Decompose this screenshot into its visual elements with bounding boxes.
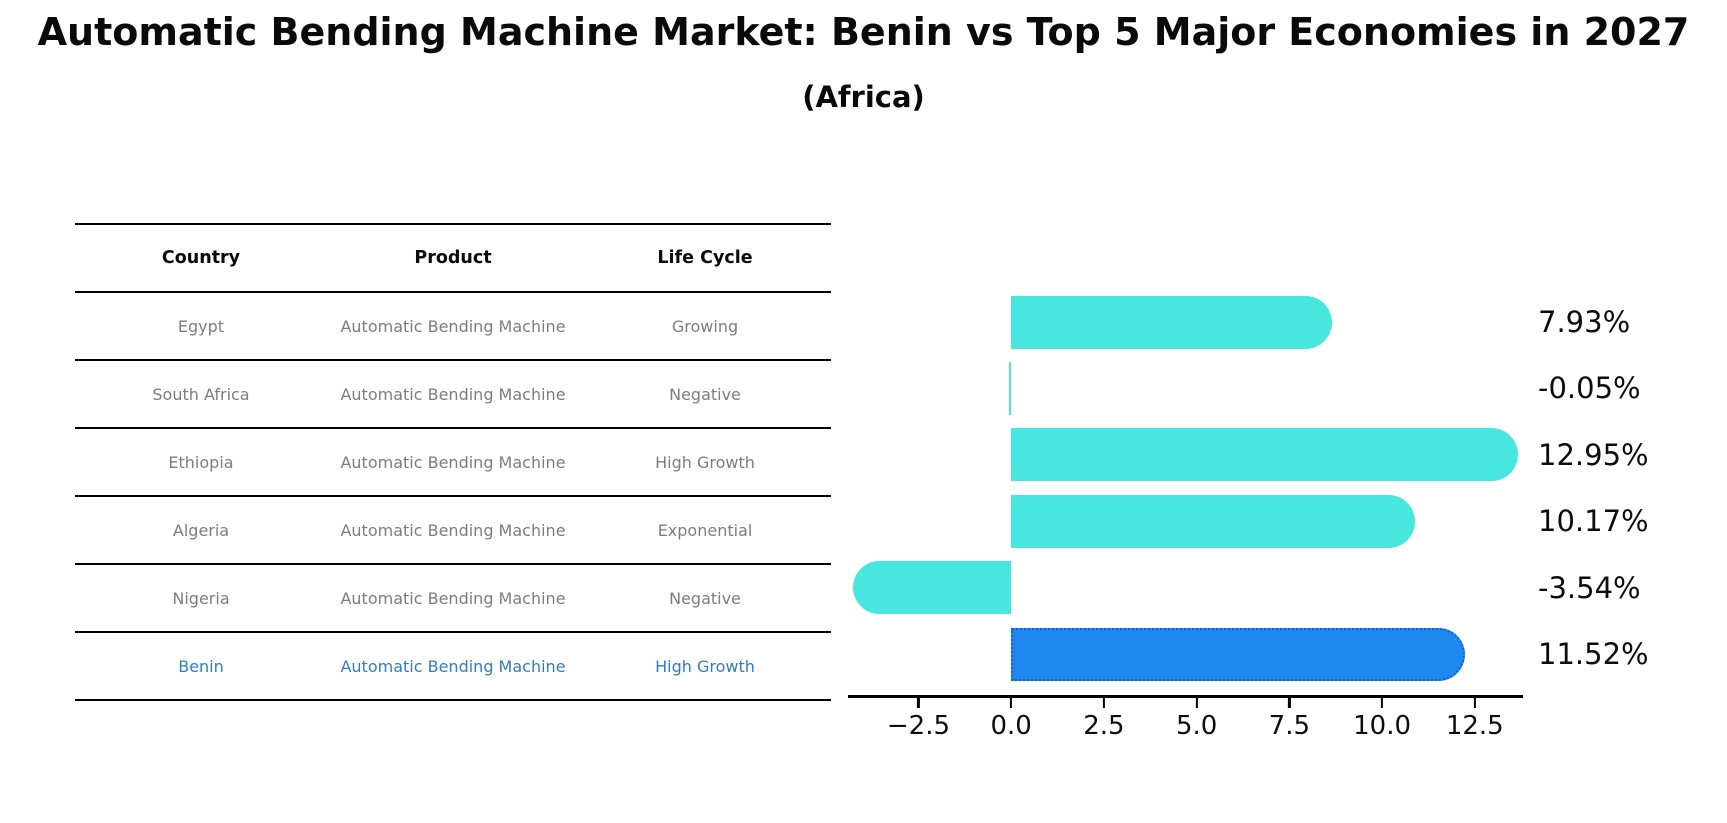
- x-tick-label: 7.5: [1268, 711, 1311, 741]
- cell-product: Automatic Bending Machine: [340, 316, 566, 336]
- cell-life-cycle: Negative: [669, 588, 741, 608]
- value-label-algeria: 10.17%: [1538, 504, 1649, 539]
- cell-country: South Africa: [152, 384, 250, 404]
- value-label-south-africa: -0.05%: [1538, 371, 1641, 406]
- bar-nigeria: [853, 561, 1012, 615]
- table-row: Nigeria Automatic Bending Machine Negative: [75, 565, 831, 633]
- table-row: Ethiopia Automatic Bending Machine High Gr…: [75, 429, 831, 497]
- x-tick-label: 2.5: [1083, 711, 1125, 741]
- cell-product: Automatic Bending Machine: [340, 384, 566, 404]
- table-body: Egypt Automatic Bending Machine Growing Sou…: [75, 293, 831, 701]
- page-title: Automatic Bending Machine Market: Benin …: [37, 10, 1690, 54]
- x-tick-mark: [1380, 697, 1384, 708]
- cell-product: Automatic Bending Machine: [340, 452, 566, 472]
- cell-life-cycle: Negative: [669, 384, 741, 404]
- cell-product: Automatic Bending Machine: [340, 656, 566, 676]
- table-header-row: Country Product Life Cycle: [75, 225, 831, 293]
- cell-product: Automatic Bending Machine: [340, 588, 566, 608]
- x-tick-label: 0.0: [990, 711, 1032, 741]
- cell-life-cycle: High Growth: [655, 656, 755, 676]
- cell-product: Automatic Bending Machine: [340, 520, 566, 540]
- cell-life-cycle: Exponential: [657, 520, 753, 540]
- value-label-nigeria: -3.54%: [1538, 570, 1641, 605]
- x-tick-mark: [1195, 697, 1198, 708]
- column-header-life-cycle: Life Cycle: [657, 248, 753, 268]
- column-header-country: Country: [161, 248, 241, 268]
- x-tick-label: −2.5: [886, 711, 951, 741]
- cell-life-cycle: Growing: [671, 316, 739, 336]
- table-row: South Africa Automatic Bending Machine Neg…: [75, 361, 831, 429]
- value-label-ethiopia: 12.95%: [1538, 437, 1649, 472]
- x-axis-line: [848, 695, 1523, 698]
- table-row: Benin Automatic Bending Machine High Growt…: [75, 633, 831, 701]
- x-tick-mark: [1010, 697, 1013, 708]
- table-row: Egypt Automatic Bending Machine Growing: [75, 293, 831, 361]
- cell-country: Egypt: [177, 316, 225, 336]
- bar-algeria: [1011, 494, 1415, 548]
- bar-egypt: [1011, 295, 1332, 349]
- cell-country: Benin: [178, 656, 224, 676]
- country-product-table: Country Product Life Cycle Egypt Automati…: [75, 223, 831, 701]
- cell-life-cycle: High Growth: [655, 452, 755, 472]
- bar-ethiopia: [1011, 428, 1518, 482]
- x-tick-mark: [1473, 697, 1476, 708]
- table-row: Algeria Automatic Bending Machine Exponent…: [75, 497, 831, 565]
- bar-benin: [1011, 627, 1465, 681]
- x-tick-mark: [917, 697, 920, 708]
- bar-south-africa: [1008, 361, 1012, 415]
- x-tick-mark: [1288, 697, 1291, 708]
- x-tick-mark: [1102, 697, 1105, 708]
- value-label-benin: 11.52%: [1538, 637, 1649, 671]
- x-tick-label: 12.5: [1445, 711, 1504, 741]
- x-tick-label: 10.0: [1353, 711, 1412, 741]
- x-tick-label: 5.0: [1175, 711, 1218, 741]
- value-label-egypt: 7.93%: [1538, 305, 1631, 339]
- column-header-product: Product: [414, 248, 492, 268]
- cell-country: Algeria: [172, 520, 230, 540]
- cell-country: Ethiopia: [168, 452, 234, 472]
- cell-country: Nigeria: [172, 588, 230, 608]
- page-subtitle: (Africa): [802, 80, 925, 114]
